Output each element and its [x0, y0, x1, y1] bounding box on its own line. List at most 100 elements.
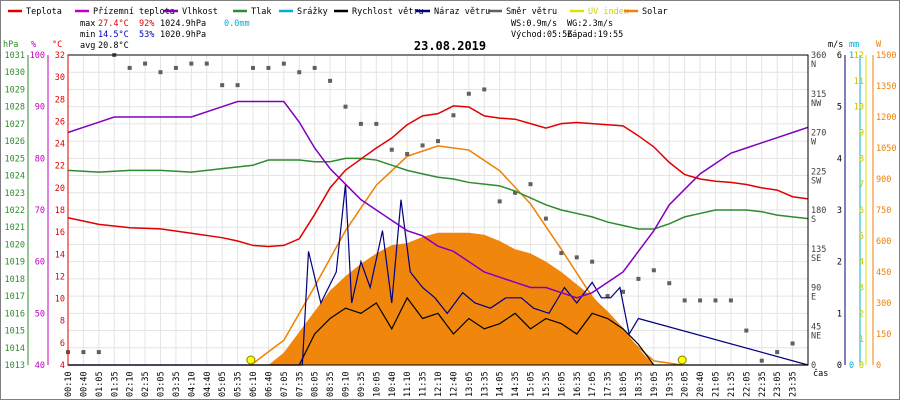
w-tick-label: 1050	[876, 144, 896, 154]
wind-direction-point	[590, 259, 595, 264]
temp-axis-unit: °C	[52, 40, 62, 50]
wind-direction-point	[81, 350, 86, 355]
w-tick-label: 750	[876, 206, 891, 216]
pct-tick-label: 50	[35, 309, 45, 319]
dir-compass-label: N	[811, 60, 816, 70]
wind-speed-line	[68, 296, 808, 366]
hpa-tick-label: 1021	[5, 223, 25, 233]
dir-tick-label: 0	[811, 361, 816, 371]
x-tick-label: 12:10	[434, 371, 444, 397]
temp-tick-label: 16	[55, 228, 65, 238]
dir-compass-label: NW	[811, 99, 822, 109]
hpa-tick-label: 1014	[5, 344, 25, 354]
wind-direction-point	[96, 350, 101, 355]
x-tick-label: 21:35	[727, 371, 737, 397]
pct-axis-unit: %	[31, 40, 36, 50]
wind-direction-point	[728, 298, 733, 303]
wind-direction-point	[466, 91, 471, 96]
axes: hPa1031103010291028102710261025102410231…	[3, 40, 896, 397]
hpa-tick-label: 1018	[5, 275, 25, 285]
x-tick-label: 09:35	[357, 371, 367, 397]
legend-label-2: Vlhkost	[182, 7, 218, 17]
stat-avg-label: avg	[80, 41, 95, 51]
ms-tick-label: 1	[837, 309, 842, 319]
wind-direction-point	[636, 276, 641, 281]
wind-direction-point	[436, 139, 440, 144]
solar-measured-area	[268, 232, 654, 365]
wind-direction-point	[713, 298, 718, 303]
wind-direction-point	[251, 65, 255, 70]
x-tick-label: 19:05	[650, 371, 660, 397]
dir-compass-label: NE	[811, 331, 821, 341]
dir-tick-label: 90	[811, 284, 821, 294]
chart-title: 23.08.2019	[414, 39, 486, 53]
x-tick-label: 11:35	[419, 371, 429, 397]
hpa-tick-label: 1023	[5, 189, 25, 199]
uv-tick-label: 12	[854, 51, 864, 61]
wind-direction-point	[698, 298, 703, 303]
ms-tick-label: 4	[837, 154, 842, 164]
wind-direction-point	[497, 199, 502, 204]
dir-compass-label: W	[811, 138, 817, 148]
temp-tick-label: 20	[55, 184, 65, 194]
pct-tick-label: 100	[30, 51, 45, 61]
stat-sunset: Západ:19:55	[567, 30, 623, 40]
wind-direction-point	[173, 65, 178, 70]
w-axis-unit: W	[876, 40, 882, 50]
uv-tick-label: 4	[859, 258, 864, 268]
dir-tick-label: 135	[811, 245, 826, 255]
legend-label-6: Náraz větru	[434, 7, 490, 17]
hpa-tick-label: 1031	[5, 51, 25, 61]
legend-label-3: Tlak	[251, 7, 271, 17]
dir-compass-label: S	[811, 215, 816, 225]
w-tick-label: 450	[876, 268, 891, 278]
wind-direction-point	[621, 289, 625, 294]
wind-direction-point	[343, 104, 348, 109]
wind-direction-point	[451, 113, 456, 118]
w-tick-label: 150	[876, 330, 891, 340]
x-tick-label: 13:35	[480, 371, 490, 397]
mm-axis-unit: mm	[849, 40, 859, 50]
w-tick-label: 0	[876, 361, 881, 371]
x-tick-label: 23:05	[773, 371, 783, 397]
dir-tick-label: 225	[811, 167, 826, 177]
temp-tick-label: 4	[60, 361, 65, 371]
x-axis-label: čas	[813, 368, 828, 379]
mm-tick-label: 0	[849, 361, 854, 371]
stat-max-rain: 0.0mm	[224, 19, 250, 29]
stat-ws: WS:0.9m/s	[511, 19, 557, 29]
x-tick-label: 15:05	[527, 371, 537, 397]
wind-direction-point	[297, 70, 302, 75]
uv-tick-label: 0	[859, 361, 864, 371]
x-tick-label: 17:35	[604, 371, 614, 397]
stat-min-temp: 14.5°C	[98, 30, 129, 40]
legend-label-8: UV index	[588, 7, 629, 17]
hpa-tick-label: 1020	[5, 240, 25, 250]
dir-tick-label: 45	[811, 322, 821, 332]
x-tick-label: 01:35	[110, 371, 120, 397]
legend-label-7: Směr větru	[506, 7, 557, 17]
temp-tick-label: 14	[55, 250, 65, 260]
wind-direction-point	[605, 294, 610, 299]
pct-tick-label: 90	[35, 103, 45, 113]
x-tick-label: 14:35	[511, 371, 521, 397]
x-tick-label: 18:05	[619, 371, 629, 397]
legend-label-0: Teplota	[26, 7, 62, 17]
wind-direction-point	[358, 121, 363, 126]
humidity-line	[67, 100, 809, 299]
x-tick-label: 09:10	[342, 371, 352, 397]
ms-tick-label: 0	[837, 361, 842, 371]
ms-axis-unit: m/s	[828, 40, 843, 50]
w-tick-label: 600	[876, 237, 891, 247]
pct-tick-label: 70	[35, 206, 45, 216]
x-tick-label: 08:05	[311, 371, 321, 397]
wind-direction-point	[389, 147, 394, 152]
wind-direction-point	[574, 255, 579, 260]
x-tick-label: 22:35	[758, 371, 768, 397]
uv-tick-label: 2	[859, 309, 864, 319]
x-tick-label: 02:35	[141, 371, 151, 397]
wind-direction-point	[328, 78, 333, 83]
x-tick-label: 20:40	[696, 371, 706, 397]
pct-tick-label: 40	[35, 361, 45, 371]
